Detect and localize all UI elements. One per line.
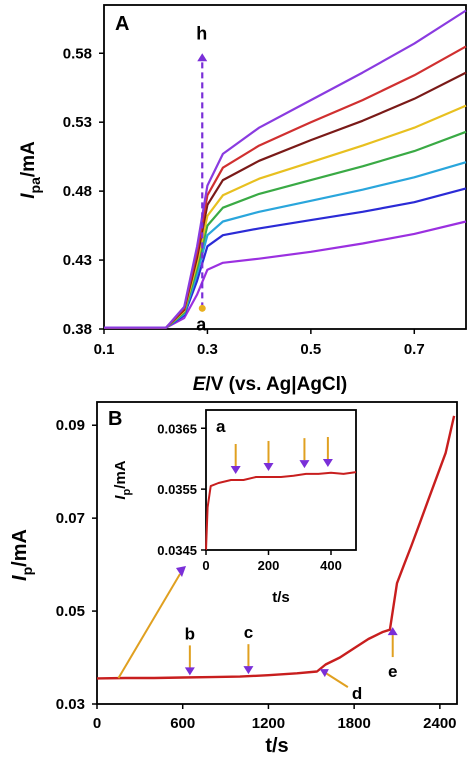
- x-tick-label: 1800: [337, 715, 370, 732]
- panel-a-curve-h: [104, 9, 467, 329]
- arrow-b-head: [184, 667, 195, 676]
- annotation-label-d: d: [352, 684, 362, 703]
- panel-b-ylabel-unit: /mA: [9, 529, 31, 567]
- inset-ylabel-sub: p: [121, 488, 133, 495]
- y-tick-label: 0.0345: [157, 543, 197, 558]
- annotation-label-e: e: [388, 662, 397, 681]
- x-tick-label: 0: [202, 558, 209, 573]
- arrow-d-head: [319, 669, 329, 678]
- panel-a-series-group: [104, 9, 467, 329]
- x-tick-label: 2400: [423, 715, 456, 732]
- panel-b-xlabel: t/s: [265, 735, 288, 757]
- panel-a-plot-frame: [103, 4, 467, 330]
- inset-current-trace: [205, 471, 357, 551]
- y-tick-label: 0.05: [56, 603, 85, 620]
- panel-a-xlabel-italic: E: [193, 374, 207, 395]
- arrow-d-shaft: [325, 672, 349, 688]
- y-tick-label: 0.48: [63, 183, 92, 200]
- inset-ylabel: Ip/mA: [112, 460, 133, 499]
- x-tick-label: 1200: [252, 715, 285, 732]
- inset-pointer-arrow-shaft: [117, 573, 181, 679]
- panel-b-ylabel-sub: p: [19, 567, 35, 576]
- y-tick-label: 0.58: [63, 45, 92, 62]
- inset-arrows: [230, 437, 333, 474]
- panel-a-chart: A 0.1 0.3 0.5 0.7 0.38 0.43 0.48 0.53 0.58 h a E…: [18, 4, 467, 395]
- x-tick-label: 600: [170, 715, 195, 732]
- panel-a-ylabel-sub: pa: [27, 177, 43, 194]
- panel-b-annotations: b c d e: [117, 566, 398, 703]
- y-tick-label: 0.53: [63, 114, 92, 131]
- panel-a-ylabel-unit: /mA: [18, 141, 39, 177]
- inset-ticks: 0 200 400 0.0345 0.0355 0.0365: [157, 421, 342, 573]
- panel-a-label-a: a: [196, 314, 207, 334]
- inset-arrow-head: [263, 462, 274, 471]
- panel-a-dashed-arrow: [197, 53, 208, 312]
- inset-ylabel-unit: /mA: [112, 460, 129, 489]
- inset-pointer-arrow-head: [176, 566, 186, 577]
- panel-a-curve-f: [104, 71, 467, 329]
- panel-b-ticks: 0 600 1200 1800 2400 0.03 0.05 0.07 0.09: [56, 417, 457, 732]
- panel-b-series: [96, 415, 456, 680]
- panel-a-ylabel: Ipa/mA: [18, 141, 43, 199]
- panel-a-xlabel: E/V (vs. Ag|AgCl): [193, 374, 348, 395]
- panel-a-curve-b: [104, 187, 467, 329]
- y-tick-label: 0.09: [56, 417, 85, 434]
- arrow-e-head: [387, 627, 398, 636]
- inset-arrow-head: [299, 460, 310, 469]
- y-tick-label: 0.38: [63, 321, 92, 338]
- inset-arrow-head: [230, 466, 241, 474]
- x-tick-label: 0.3: [197, 341, 218, 358]
- panel-a-label-h: h: [196, 23, 207, 43]
- inset-arrow-head: [322, 459, 333, 467]
- panel-b-label: B: [108, 408, 122, 430]
- panel-a-curve-a: [104, 220, 467, 329]
- inset-ylabel-main: I: [112, 495, 129, 500]
- x-tick-label: 200: [258, 558, 280, 573]
- x-tick-label: 0.7: [404, 341, 425, 358]
- panel-a-label: A: [115, 13, 129, 35]
- x-tick-label: 0.5: [300, 341, 321, 358]
- inset-plot-frame: [205, 409, 357, 551]
- panel-a-ylabel-main: I: [18, 193, 39, 199]
- panel-b-current-trace: [96, 415, 456, 680]
- dashed-arrow-head: [197, 53, 208, 62]
- panel-a-xlabel-rest: /V (vs. Ag|AgCl): [205, 374, 347, 395]
- x-tick-label: 0.1: [94, 341, 115, 358]
- y-tick-label: 0.0355: [157, 482, 197, 497]
- inset-xlabel: t/s: [272, 589, 290, 606]
- inset-series: [205, 471, 357, 551]
- y-tick-label: 0.07: [56, 510, 85, 527]
- panel-b-plot-frame: [96, 401, 458, 705]
- y-tick-label: 0.43: [63, 252, 92, 269]
- panel-b-ylabel-main: I: [9, 575, 31, 581]
- y-tick-label: 0.0365: [157, 421, 197, 436]
- panel-a-curve-d: [104, 130, 467, 329]
- y-tick-label: 0.03: [56, 696, 85, 713]
- panel-a-ticks: 0.1 0.3 0.5 0.7 0.38 0.43 0.48 0.53 0.58: [63, 45, 425, 358]
- annotation-label-c: c: [244, 623, 253, 642]
- panel-b-ylabel: Ip/mA: [9, 529, 35, 581]
- x-tick-label: 0: [93, 715, 101, 732]
- panel-a-curve-e: [104, 104, 467, 329]
- x-tick-label: 400: [320, 558, 342, 573]
- arrow-c-head: [243, 666, 254, 675]
- panel-b-inset: a 0 200 400 0.0345 0.0355 0.0365 t/s Ip/mA: [112, 409, 357, 606]
- annotation-label-b: b: [185, 624, 195, 643]
- inset-label-a: a: [216, 417, 226, 436]
- arrow-origin-dot: [198, 304, 206, 312]
